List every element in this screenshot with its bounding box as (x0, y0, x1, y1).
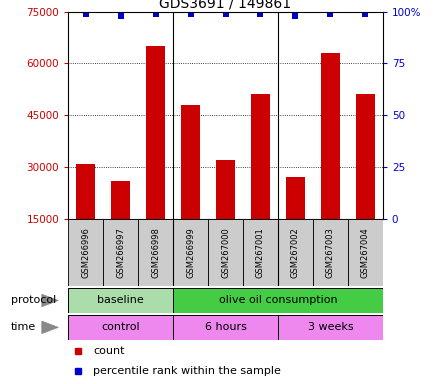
Bar (173, 219, 208, 286)
Text: control: control (101, 322, 140, 333)
Bar (356, 94, 375, 219)
Point (292, 13, 299, 19)
Bar (138, 219, 173, 286)
Bar (348, 219, 383, 286)
Text: time: time (11, 322, 36, 333)
Point (362, 10, 369, 17)
Bar (111, 181, 130, 219)
Bar (103, 219, 138, 286)
Text: GSM267000: GSM267000 (221, 227, 230, 278)
Point (327, 10, 334, 17)
Bar (173, 315, 278, 340)
Polygon shape (42, 294, 58, 307)
Text: GSM266998: GSM266998 (151, 227, 160, 278)
Text: percentile rank within the sample: percentile rank within the sample (93, 366, 281, 376)
Point (152, 10, 159, 17)
Polygon shape (42, 321, 58, 334)
Bar (313, 219, 348, 286)
Bar (173, 288, 383, 313)
Text: GSM266999: GSM266999 (186, 227, 195, 278)
Bar (321, 53, 340, 219)
Title: GDS3691 / 149861: GDS3691 / 149861 (159, 0, 292, 10)
Bar (243, 219, 278, 286)
Bar (208, 219, 243, 286)
Text: protocol: protocol (11, 295, 56, 306)
Text: count: count (93, 346, 125, 356)
Bar (68, 219, 103, 286)
Bar (181, 105, 200, 219)
Bar (68, 315, 173, 340)
Text: baseline: baseline (97, 295, 144, 306)
Text: GSM266996: GSM266996 (81, 227, 90, 278)
Text: GSM267002: GSM267002 (291, 227, 300, 278)
Bar (216, 160, 235, 219)
Text: 3 weeks: 3 weeks (308, 322, 353, 333)
Text: olive oil consumption: olive oil consumption (219, 295, 337, 306)
Text: GSM267003: GSM267003 (326, 227, 335, 278)
Point (257, 10, 264, 17)
Text: GSM267004: GSM267004 (361, 227, 370, 278)
Text: GSM267001: GSM267001 (256, 227, 265, 278)
Text: 6 hours: 6 hours (205, 322, 246, 333)
Point (82, 10, 89, 17)
Point (117, 13, 124, 19)
Point (222, 10, 229, 17)
Bar (251, 94, 270, 219)
Bar (278, 315, 383, 340)
Bar (146, 46, 165, 219)
Text: GSM266997: GSM266997 (116, 227, 125, 278)
Bar (68, 288, 173, 313)
Point (187, 10, 194, 17)
Bar (286, 177, 305, 219)
Bar (278, 219, 313, 286)
Bar (76, 164, 95, 219)
